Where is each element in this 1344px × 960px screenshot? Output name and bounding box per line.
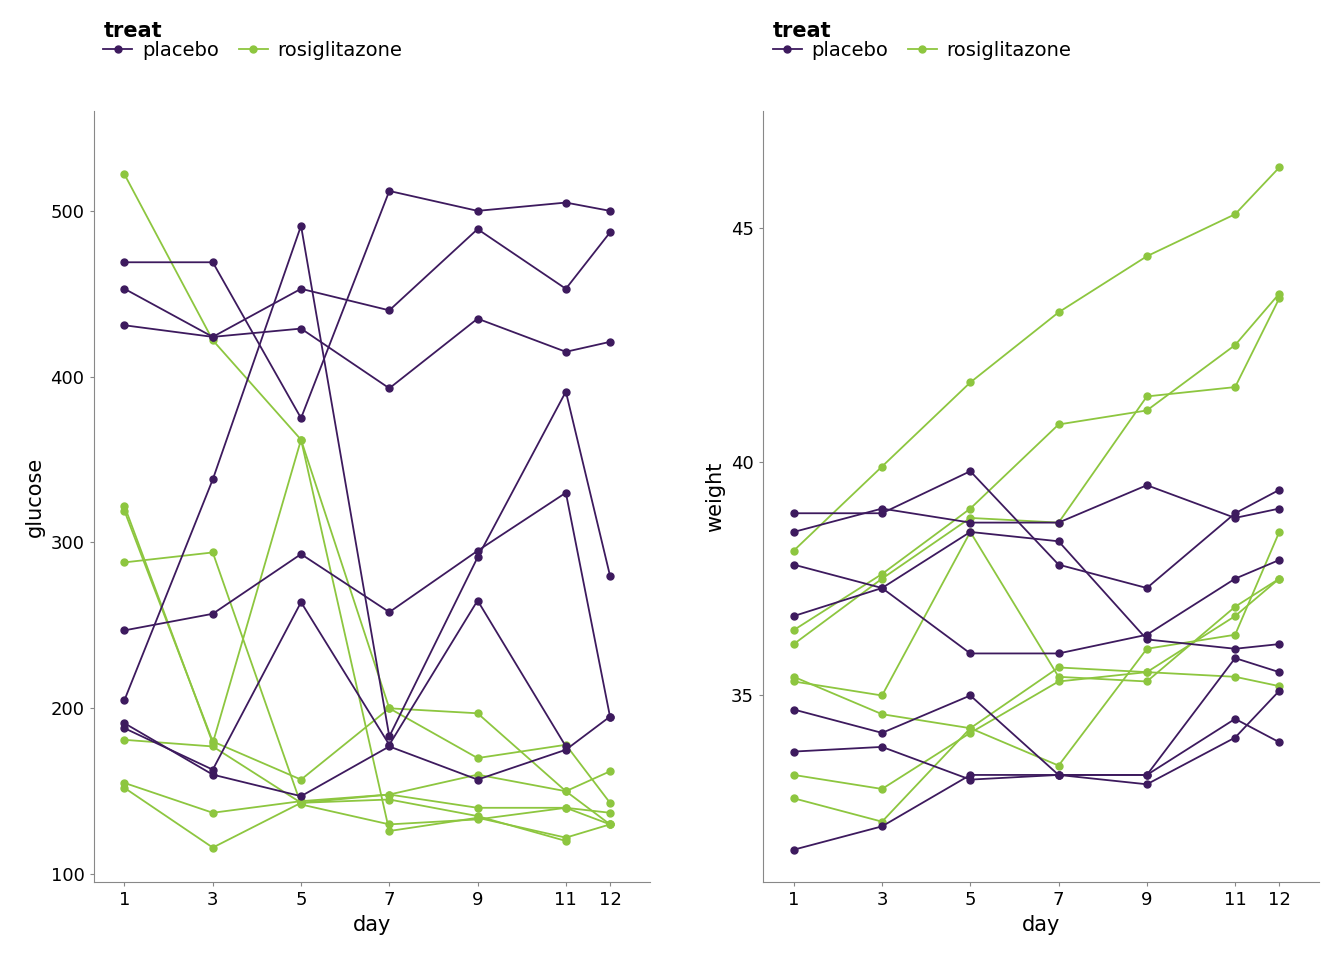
X-axis label: day: day (352, 915, 391, 935)
Y-axis label: weight: weight (706, 462, 726, 532)
Y-axis label: glucose: glucose (26, 457, 44, 537)
X-axis label: day: day (1021, 915, 1060, 935)
Legend: placebo, rosiglitazone: placebo, rosiglitazone (103, 21, 402, 60)
Legend: placebo, rosiglitazone: placebo, rosiglitazone (773, 21, 1071, 60)
